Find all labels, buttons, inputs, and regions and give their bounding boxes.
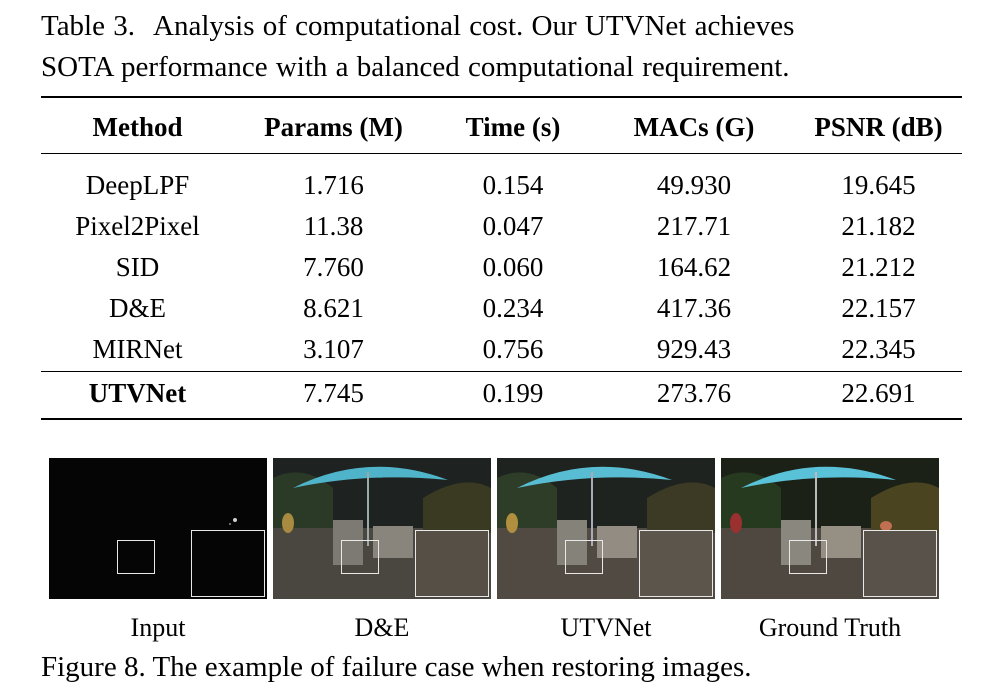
cell-params: 7.760 xyxy=(303,252,364,282)
table-row: Pixel2Pixel 11.38 0.047 217.71 21.182 xyxy=(41,206,962,247)
cell-time: 0.154 xyxy=(482,170,544,200)
cell-method: UTVNet xyxy=(88,378,187,408)
panel-label-utvnet: UTVNet xyxy=(560,613,652,642)
table-row-ours: UTVNet 7.745 0.199 273.76 22.691 xyxy=(41,370,962,415)
cell-psnr: 22.345 xyxy=(841,334,916,364)
cell-params: 8.621 xyxy=(303,293,364,323)
zoom-inset xyxy=(863,530,937,597)
table-row: SID 7.760 0.060 164.62 21.212 xyxy=(41,247,962,288)
crop-box xyxy=(789,540,827,574)
zoom-inset xyxy=(191,530,265,597)
cell-macs: 273.76 xyxy=(656,378,732,408)
panel-label-ground-truth: Ground Truth xyxy=(758,613,902,642)
table-ours-rule xyxy=(41,371,962,372)
cell-params: 1.716 xyxy=(303,170,364,200)
zoom-inset xyxy=(415,530,489,597)
cell-time: 0.047 xyxy=(482,211,544,241)
figure-caption: Figure 8. The example of failure case wh… xyxy=(41,651,752,683)
cell-params: 7.745 xyxy=(303,378,364,408)
table-header-row: Method Params (M) Time (s) MACs (G) PSNR… xyxy=(41,105,962,149)
table-bottom-rule xyxy=(41,418,962,420)
table-row: DeepLPF 1.716 0.154 49.930 19.645 xyxy=(41,165,962,206)
cell-psnr: 19.645 xyxy=(841,170,916,200)
cell-macs: 929.43 xyxy=(656,334,732,364)
cell-psnr: 21.212 xyxy=(841,252,916,282)
cell-time: 0.234 xyxy=(482,293,544,323)
cell-macs: 417.36 xyxy=(656,293,732,323)
table-caption-text: Analysis of computational cost. Our UTVN… xyxy=(153,10,795,42)
cell-params: 3.107 xyxy=(303,334,364,364)
cell-macs: 217.71 xyxy=(656,211,732,241)
input-image xyxy=(49,458,267,599)
table-caption: Table 3. Analysis of computational cost. … xyxy=(41,6,971,88)
panel-label-de: D&E xyxy=(354,613,410,642)
crop-box xyxy=(341,540,379,574)
utvnet-scene xyxy=(497,458,715,599)
cost-table: Method Params (M) Time (s) MACs (G) PSNR… xyxy=(41,105,962,415)
header-method: Method xyxy=(92,112,183,142)
cell-psnr: 22.691 xyxy=(841,378,916,408)
crop-box xyxy=(565,540,603,574)
table-row: MIRNet 3.107 0.756 929.43 22.345 xyxy=(41,329,962,370)
table-caption-line-1: Table 3. Analysis of computational cost. … xyxy=(41,6,971,47)
cell-method: MIRNet xyxy=(92,334,183,364)
table-caption-line-2: SOTA performance with a balanced computa… xyxy=(41,51,790,83)
cell-psnr: 22.157 xyxy=(841,293,916,323)
header-time: Time (s) xyxy=(465,112,561,142)
table-top-rule xyxy=(41,96,962,98)
de-image xyxy=(273,458,491,599)
cell-time: 0.199 xyxy=(482,378,544,408)
header-psnr: PSNR (dB) xyxy=(814,112,943,142)
header-params: Params (M) xyxy=(264,112,403,142)
cell-time: 0.060 xyxy=(482,252,544,282)
header-macs: MACs (G) xyxy=(633,112,755,142)
table-header-rule xyxy=(41,153,962,154)
zoom-inset xyxy=(639,530,713,597)
crop-box xyxy=(117,540,155,574)
cell-method: DeepLPF xyxy=(85,170,190,200)
cell-params: 11.38 xyxy=(303,211,364,241)
cell-method: Pixel2Pixel xyxy=(75,211,200,241)
cell-psnr: 21.182 xyxy=(841,211,916,241)
panel-label-input: Input xyxy=(130,613,186,642)
cell-macs: 49.930 xyxy=(656,170,732,200)
table-row: D&E 8.621 0.234 417.36 22.157 xyxy=(41,288,962,329)
cell-method: SID xyxy=(115,252,160,282)
cell-time: 0.756 xyxy=(482,334,544,364)
ground-truth-image xyxy=(721,458,939,599)
cell-method: D&E xyxy=(109,293,166,323)
cell-macs: 164.62 xyxy=(656,252,732,282)
utvnet-image xyxy=(497,458,715,599)
input-scene xyxy=(229,518,237,525)
table-label: Table 3. xyxy=(41,10,135,42)
